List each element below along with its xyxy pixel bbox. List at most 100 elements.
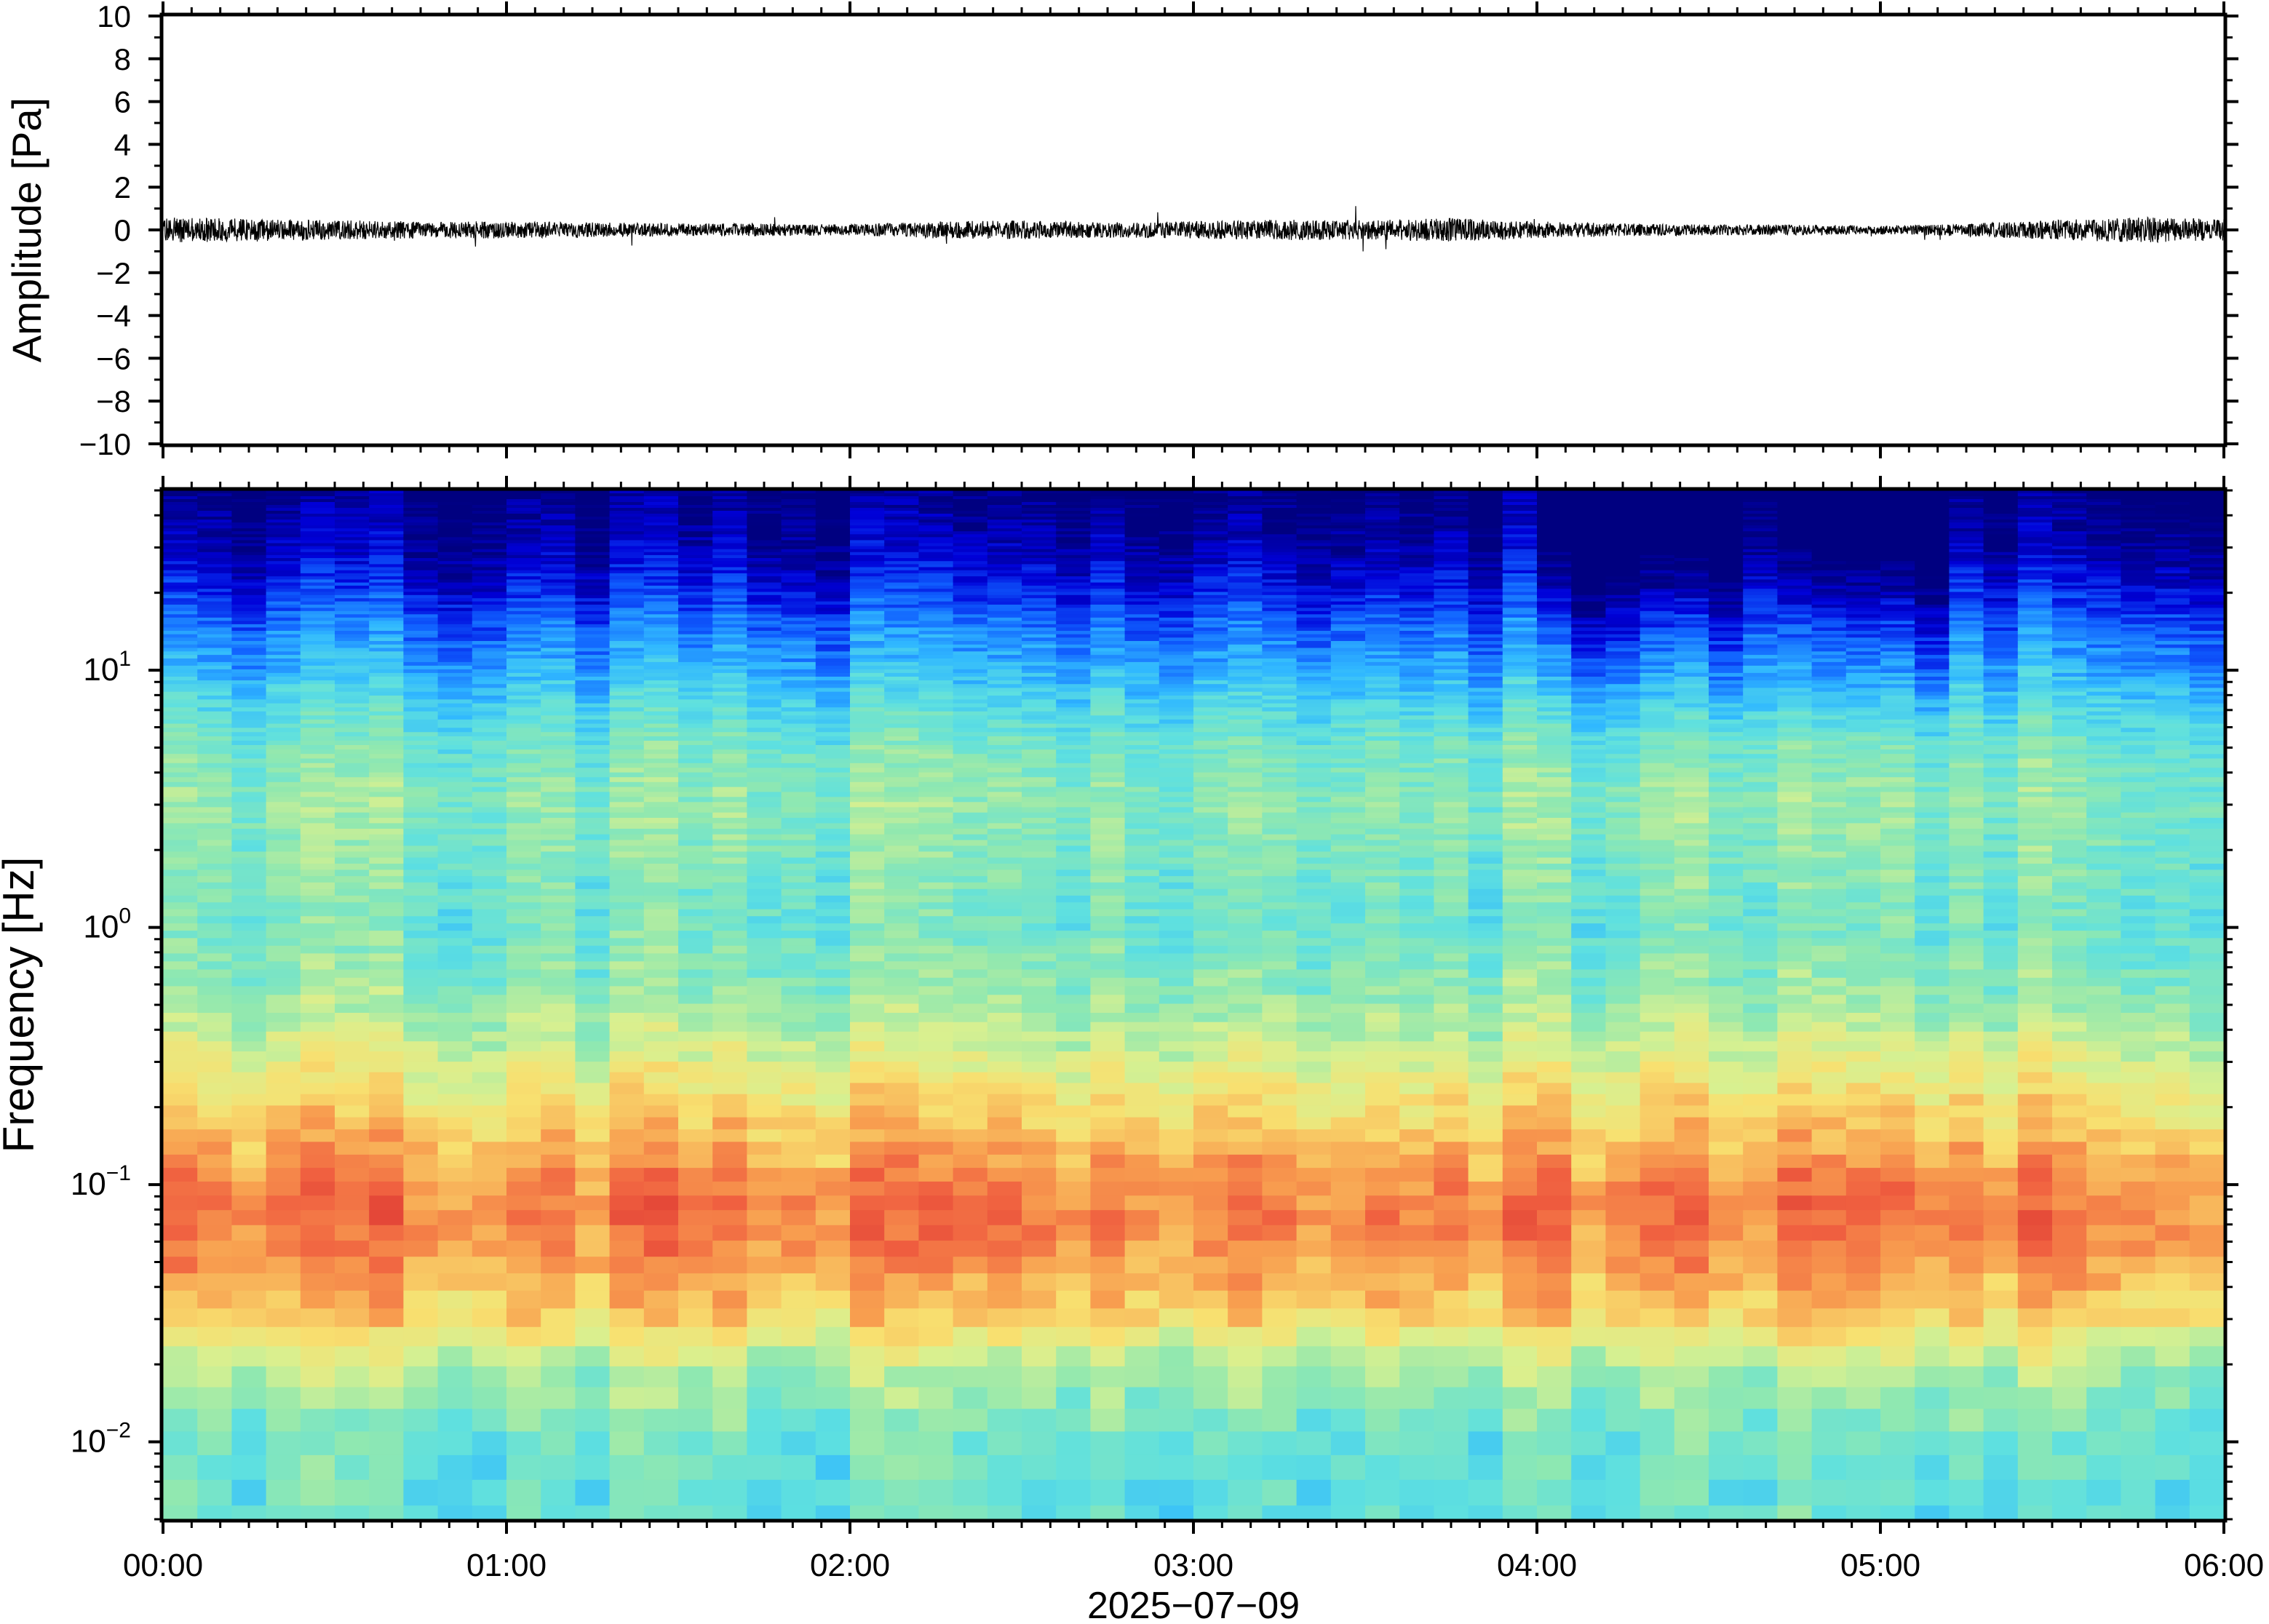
spectrogram-cell — [987, 699, 1022, 704]
spectrogram-cell — [266, 520, 301, 523]
spectrogram-cell — [850, 520, 885, 523]
spectrogram-cell — [197, 1308, 233, 1328]
spectrogram-cell — [266, 986, 301, 995]
spectrogram-cell — [506, 768, 541, 773]
spectrogram-cell — [712, 522, 748, 526]
spectrogram-cell — [369, 658, 405, 663]
spectrogram-cell — [1056, 691, 1092, 696]
spectrogram-cell — [678, 1041, 713, 1052]
spectrogram-cell — [609, 749, 645, 755]
spectrogram-cell — [747, 598, 782, 602]
spectrogram-cell — [1056, 728, 1092, 733]
spectrogram-cell — [643, 1083, 679, 1095]
spectrogram-cell — [266, 525, 301, 529]
spectrogram-cell — [1124, 552, 1160, 556]
spectrogram-cell — [781, 876, 816, 883]
spectrogram-cell — [712, 493, 748, 497]
spectrogram-cell — [541, 1129, 576, 1142]
spectrogram-cell — [1056, 522, 1092, 526]
spectrogram-cell — [1193, 605, 1228, 608]
spectrogram-cell — [403, 864, 439, 871]
spectrogram-cell — [335, 624, 370, 629]
spectrogram-cell — [163, 576, 198, 580]
spectrogram-cell — [643, 522, 679, 526]
spectrogram-cell — [541, 1041, 576, 1052]
spectrogram-cell — [506, 1326, 541, 1347]
spectrogram-cell — [678, 579, 713, 584]
spectrogram-cell — [1228, 715, 1263, 720]
spectrogram-cell — [1090, 1083, 1126, 1095]
spectrogram-cell — [197, 691, 233, 696]
spectrogram-cell — [1090, 728, 1126, 733]
spectrogram-cell — [197, 1142, 233, 1155]
spectrogram-cell — [437, 543, 473, 547]
spectrogram-cell — [1193, 840, 1228, 846]
spectrogram-cell — [850, 772, 885, 778]
spectrogram-cell — [437, 680, 473, 685]
spectrogram-cell — [643, 715, 679, 720]
spectrogram-cell — [335, 953, 370, 962]
spectrogram-cell — [1159, 938, 1194, 947]
spectrogram-cell — [231, 995, 267, 1005]
spectrogram-cell — [163, 493, 198, 497]
spectrogram-cell — [231, 945, 267, 955]
spectrogram-cell — [747, 818, 782, 824]
spectrogram-cell — [335, 1479, 370, 1506]
spectrogram-cell — [335, 1387, 370, 1409]
spectrogram-cell — [1056, 851, 1092, 859]
spectrogram-cell — [918, 728, 954, 733]
spectrogram-cell — [266, 745, 301, 750]
spectrogram-cell — [643, 614, 679, 618]
spectrogram-cell — [403, 745, 439, 750]
spectrogram-cell — [678, 1454, 713, 1481]
spectrogram-cell — [300, 1083, 335, 1095]
spectrogram-cell — [987, 1003, 1022, 1014]
spectrogram-cell — [506, 741, 541, 746]
spectrogram-cell — [678, 658, 713, 663]
spectrogram-cell — [403, 792, 439, 797]
spectrogram-cell — [1056, 624, 1092, 629]
spectrogram-cell — [987, 1105, 1022, 1118]
spectrogram-cell — [437, 711, 473, 716]
spectrogram-cell — [747, 608, 782, 612]
spectrogram-cell — [850, 1273, 885, 1291]
spectrogram-cell — [884, 961, 920, 970]
spectrogram-cell — [197, 807, 233, 813]
spectrogram-cell — [850, 579, 885, 584]
spectrogram-cell — [163, 508, 198, 512]
spectrogram-cell — [197, 1013, 233, 1023]
spectrogram-cell — [712, 608, 748, 612]
spectrogram-cell — [369, 1154, 405, 1169]
spectrogram-cell — [987, 528, 1022, 532]
spectrogram-cell — [197, 522, 233, 526]
spectrogram-cell — [506, 589, 541, 593]
spectrogram-cell — [369, 534, 405, 538]
spectrogram-cell — [712, 787, 748, 792]
spectrogram-cell — [437, 658, 473, 663]
spectrogram-cell — [1228, 554, 1263, 559]
spectrogram-cell — [747, 1273, 782, 1291]
spectrogram-cell — [335, 621, 370, 625]
spectrogram-cell — [712, 680, 748, 685]
spectrogram-cell — [369, 1409, 405, 1432]
spectrogram-cell — [472, 758, 507, 764]
spectrogram-cell — [403, 777, 439, 783]
spectrogram-cell — [1022, 585, 1057, 589]
spectrogram-cell — [1159, 1308, 1194, 1328]
spectrogram-cell — [369, 579, 405, 584]
spectrogram-cell — [1056, 1181, 1092, 1196]
spectrogram-cell — [1159, 1181, 1194, 1196]
spectrogram-cell — [678, 745, 713, 750]
spectrogram-cell — [300, 1072, 335, 1084]
spectrogram-cell — [197, 610, 233, 615]
spectrogram-cell — [541, 1257, 576, 1274]
spectrogram-cell — [815, 1308, 851, 1328]
spectrogram-cell — [266, 1117, 301, 1130]
spectrogram-cell — [1159, 707, 1194, 712]
spectrogram-cell — [575, 818, 611, 824]
spectrogram-cell — [884, 797, 920, 803]
spectrogram-cell — [1056, 576, 1092, 580]
spectrogram-cell — [884, 634, 920, 638]
spectrogram-cell — [506, 621, 541, 625]
spectrogram-cell — [1193, 909, 1228, 917]
